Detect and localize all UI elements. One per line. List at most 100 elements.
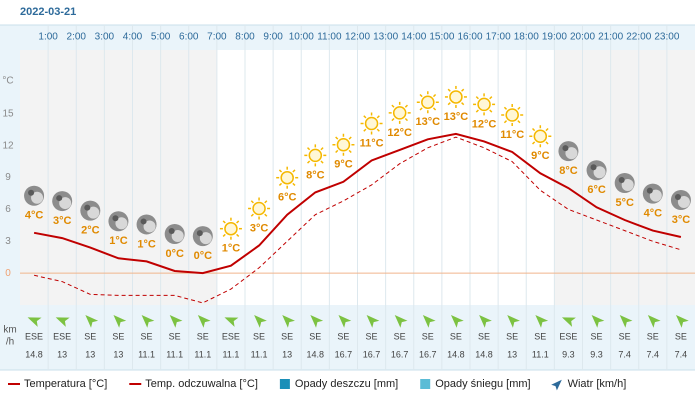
sun-disc [505, 108, 519, 122]
wind-arrow [535, 315, 549, 328]
wind-speed: 11.1 [532, 349, 549, 359]
sun-disc [224, 221, 238, 236]
moon-cloud [115, 217, 128, 230]
sun-ray [545, 127, 549, 132]
sun-icon [360, 112, 383, 135]
temp-label: 3°C [250, 222, 269, 234]
sun-ray [250, 213, 254, 217]
wind-speed: 13 [113, 349, 123, 359]
x-tick-label: 1:00 [38, 32, 58, 43]
wind-direction: SE [675, 331, 687, 341]
temp-label: 12°C [472, 118, 497, 130]
sun-ray [517, 120, 521, 124]
sun-ray [419, 107, 423, 111]
wind-arrow [141, 315, 155, 328]
moon-icon [24, 185, 45, 206]
sun-ray [404, 104, 408, 108]
moon-shadow [562, 145, 569, 152]
sun-icon [248, 197, 271, 220]
sun-ray [432, 107, 437, 111]
wind-speed: 13 [57, 349, 67, 359]
sun-ray [348, 136, 352, 140]
sun-ray [222, 233, 226, 237]
x-tick-label: 22:00 [626, 32, 651, 43]
wind-unit: km [3, 325, 16, 336]
wind-direction: SE [84, 331, 96, 341]
temp-label: 0°C [165, 248, 184, 260]
legend-label: Wiatr [km/h] [568, 378, 627, 390]
sun-disc [336, 138, 351, 152]
x-tick-label: 21:00 [598, 32, 623, 43]
night-shade [132, 50, 161, 305]
night-shade [554, 50, 583, 305]
x-tick-label: 17:00 [486, 32, 511, 43]
wind-arrow [591, 315, 605, 328]
wind-direction: SE [591, 331, 603, 341]
wind-arrow [366, 315, 380, 328]
moon-icon [586, 160, 607, 181]
moon-cloud [621, 179, 634, 191]
sun-ray [236, 233, 240, 237]
moon-cloud [593, 166, 606, 179]
sun-ray [475, 96, 479, 100]
legend-label: Temp. odczuwalna [°C] [145, 378, 258, 390]
moon-icon [136, 214, 157, 235]
sun-ray [475, 109, 479, 113]
night-shade [48, 50, 77, 305]
wind-direction: SE [253, 331, 265, 341]
wind-speed: 11.1 [138, 349, 155, 359]
x-tick-label: 10:00 [289, 32, 314, 43]
temp-label: 1°C [109, 235, 128, 247]
wind-direction: SE [506, 331, 518, 341]
sun-disc [252, 201, 266, 216]
wind-arrow [169, 315, 183, 328]
temp-label: 11°C [500, 129, 524, 141]
wind-arrow [197, 315, 211, 328]
x-tick-label: 19:00 [542, 32, 567, 43]
wind-speed: 13 [85, 349, 95, 359]
x-tick-label: 8:00 [235, 32, 255, 43]
wind-speed: 9.3 [590, 349, 603, 359]
sun-ray [517, 106, 521, 110]
wind-direction: SE [309, 331, 321, 341]
temp-label: 13°C [416, 116, 441, 128]
x-tick-label: 11:00 [317, 32, 342, 43]
x-tick-label: 13:00 [373, 32, 398, 43]
wind-arrow [479, 315, 492, 328]
x-tick-label: 4:00 [123, 32, 143, 43]
sun-ray [461, 88, 465, 92]
chart-title: 2022-03-21 [20, 6, 76, 18]
moon-icon [108, 211, 129, 232]
wind-speed: 16.7 [335, 349, 353, 359]
wind-direction: SE [450, 331, 462, 341]
moon-shadow [196, 230, 203, 237]
wind-direction: SE [366, 331, 378, 341]
sun-disc [364, 116, 379, 131]
y-tick-label: 3 [5, 236, 11, 247]
sun-ray [461, 102, 465, 106]
sun-ray [489, 109, 493, 113]
wind-arrow [27, 317, 42, 327]
wind-speed: 14.8 [25, 349, 43, 359]
moon-shadow [140, 218, 147, 225]
wind-arrow [282, 315, 295, 328]
wind-arrow [647, 315, 661, 328]
sun-ray [404, 118, 408, 122]
x-tick-label: 5:00 [151, 32, 171, 43]
temp-label: 0°C [194, 250, 213, 262]
sun-icon [276, 166, 299, 189]
temp-label: 6°C [587, 184, 606, 196]
night-shade [76, 50, 105, 305]
sun-icon [473, 93, 496, 116]
sun-ray [307, 160, 311, 164]
moon-shadow [28, 189, 35, 196]
wind-direction: ESE [25, 331, 43, 341]
temp-label: 6°C [278, 192, 297, 204]
moon-cloud [171, 230, 184, 242]
wind-arrow [310, 315, 324, 328]
sun-ray [363, 115, 367, 119]
sun-ray [391, 104, 395, 108]
moon-shadow [84, 204, 91, 211]
series-line [33, 132, 682, 275]
